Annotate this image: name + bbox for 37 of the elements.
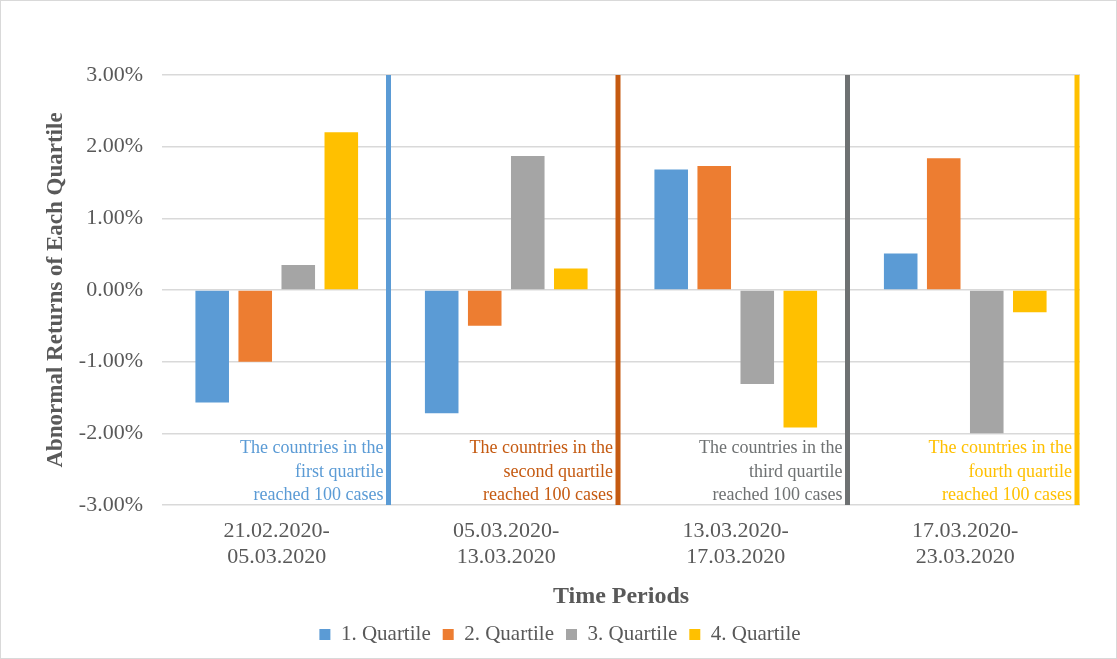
bar xyxy=(740,290,775,384)
x-tick-label: 21.02.2020- 05.03.2020 xyxy=(223,516,330,569)
bar xyxy=(195,290,229,403)
bar xyxy=(554,268,588,290)
bar xyxy=(281,264,316,290)
bar xyxy=(969,290,1004,434)
y-tick-label: 3.00% xyxy=(86,60,143,86)
bar xyxy=(324,132,359,290)
y-tick-label: -1.00% xyxy=(78,347,143,373)
y-tick-label: -2.00% xyxy=(78,419,143,445)
y-tick-label: -3.00% xyxy=(78,490,143,516)
y-tick-label: 1.00% xyxy=(86,204,143,230)
bar xyxy=(654,169,688,290)
ref-line-label: The countries in the third quartile reached 100 cases xyxy=(699,437,843,504)
x-tick-label: 13.03.2020- 17.03.2020 xyxy=(682,516,789,569)
y-tick-label: 0.00% xyxy=(86,275,143,301)
bar xyxy=(238,290,273,362)
bar xyxy=(883,253,918,290)
bar xyxy=(424,290,459,414)
legend-label: 1. Quartile xyxy=(340,621,431,646)
y-tick-label: 2.00% xyxy=(86,132,143,158)
ref-line-label: The countries in the first quartile reached 100 cases xyxy=(240,437,384,504)
legend-label: 4. Quartile xyxy=(710,621,801,646)
ref-line-label: The countries in the fourth quartile reached 100 cases xyxy=(928,437,1073,504)
x-tick-label: 05.03.2020- 13.03.2020 xyxy=(453,516,560,569)
x-axis-title: Time Periods xyxy=(552,581,690,608)
y-axis-title: Abnormal Returns of Each Quartile xyxy=(41,112,67,468)
bar xyxy=(697,166,732,290)
bar xyxy=(926,158,961,290)
bar xyxy=(783,290,818,428)
legend-label: 2. Quartile xyxy=(464,621,555,646)
bar xyxy=(510,155,545,290)
ref-line-label: The countries in the second quartile reached 100 cases xyxy=(469,437,613,504)
bar xyxy=(1013,290,1047,313)
x-tick-label: 17.03.2020- 23.03.2020 xyxy=(912,516,1019,569)
legend-label: 3. Quartile xyxy=(587,621,678,646)
bar xyxy=(467,290,502,326)
